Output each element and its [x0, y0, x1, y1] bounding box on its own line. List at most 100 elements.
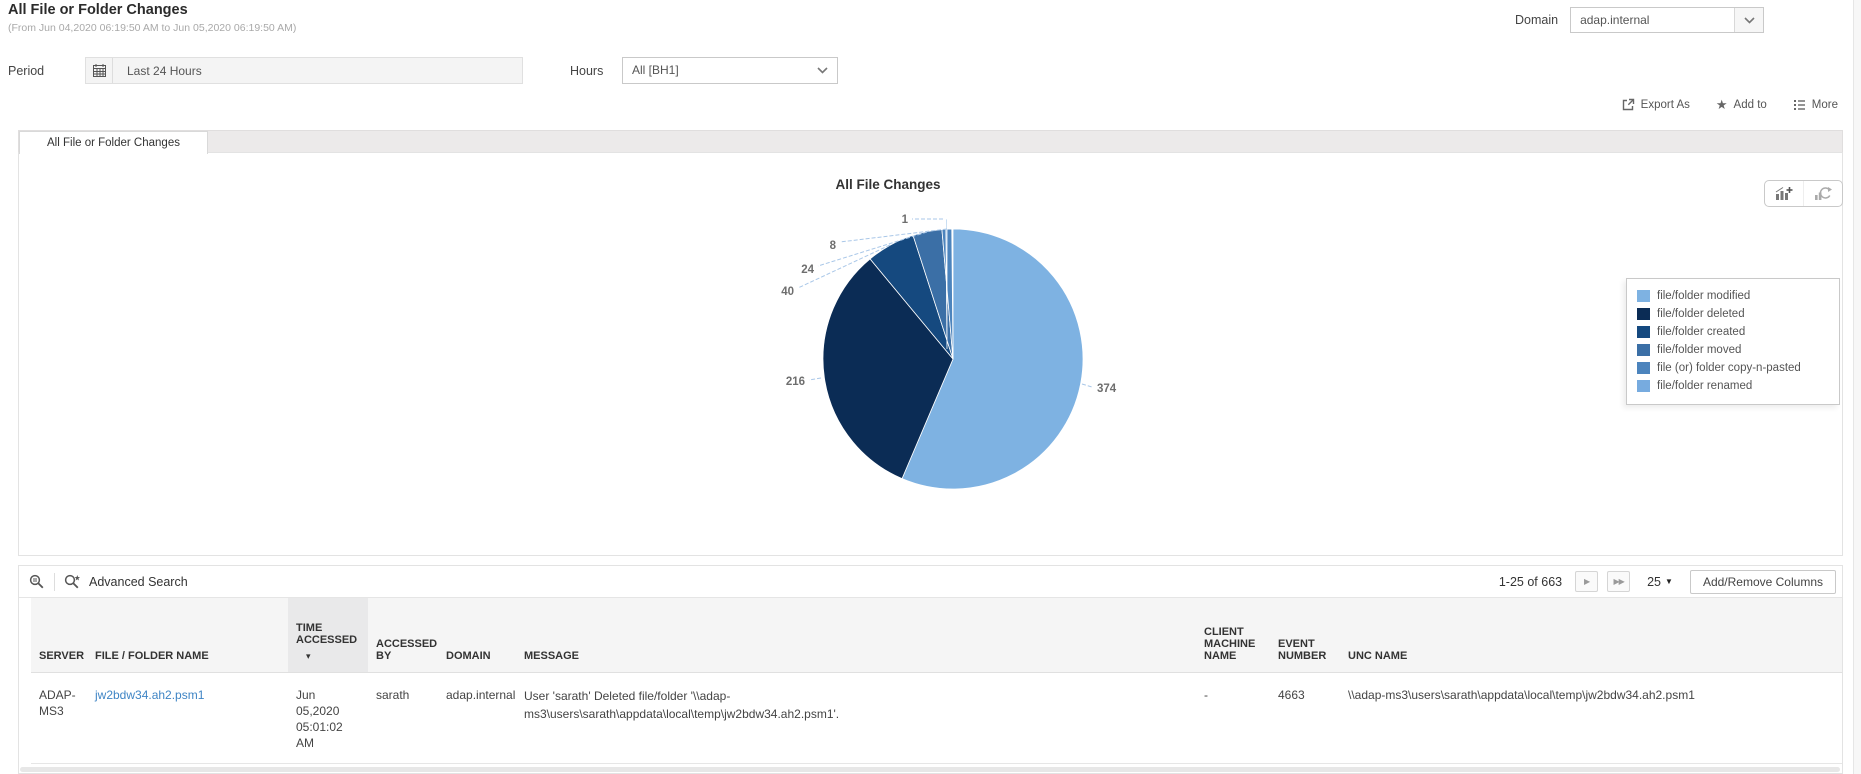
column-header-label: UNC NAME: [1348, 649, 1408, 662]
legend-swatch: [1637, 326, 1650, 338]
legend-swatch: [1637, 362, 1650, 374]
column-header-client-machine-name[interactable]: CLIENT MACHINE NAME: [1196, 598, 1270, 672]
cell-time-accessed: Jun 05,2020 05:01:02 AM: [296, 687, 343, 751]
refresh-chart-button[interactable]: [1803, 181, 1842, 206]
tab-bar: All File or Folder Changes: [18, 130, 1843, 154]
column-header-label: FILE / FOLDER NAME: [95, 649, 209, 662]
column-header-domain[interactable]: DOMAIN: [438, 598, 516, 672]
legend-label: file (or) folder copy-n-pasted: [1657, 362, 1801, 374]
cell-accessed-by: sarath: [376, 687, 410, 702]
message-text: User 'sarath' Deleted file/folder '\\ada…: [524, 688, 840, 722]
legend-label: file/folder renamed: [1657, 380, 1753, 392]
column-header-event-number[interactable]: EVENT NUMBER: [1270, 598, 1340, 672]
export-as-button[interactable]: Export As: [1622, 98, 1690, 111]
advanced-search-label: Advanced Search: [89, 574, 188, 589]
tab-all-file-or-folder-changes[interactable]: All File or Folder Changes: [19, 131, 208, 154]
add-chart-button[interactable]: [1765, 181, 1803, 206]
add-to-button[interactable]: ★ Add to: [1716, 98, 1767, 111]
column-header-label: DOMAIN: [446, 649, 491, 662]
next-page-button[interactable]: ▶: [1575, 571, 1599, 592]
domain-control: Domain adap.internal: [1515, 7, 1765, 33]
legend-label: file/folder modified: [1657, 290, 1751, 302]
hours-select[interactable]: All [BH1]: [622, 57, 838, 84]
sort-desc-icon[interactable]: ▾: [306, 650, 311, 661]
column-header-unc-name[interactable]: UNC NAME: [1340, 598, 1842, 672]
pie-label-line: [808, 377, 822, 381]
column-header-label: ACCESSED BY: [376, 637, 438, 662]
column-header-accessed-by[interactable]: ACCESSED BY: [368, 598, 438, 672]
pie-slice[interactable]: [822, 258, 954, 480]
cell-client-machine-name: -: [1204, 687, 1208, 702]
cell-event-number: 4663: [1278, 687, 1305, 702]
calendar-icon[interactable]: [86, 58, 113, 83]
period-label: Period: [8, 64, 45, 78]
column-header-message[interactable]: MESSAGE: [516, 598, 1196, 672]
chevron-down-icon[interactable]: [808, 58, 837, 83]
more-label: More: [1811, 98, 1838, 111]
pie-label-line: [797, 244, 891, 289]
legend-item[interactable]: file/folder moved: [1637, 342, 1829, 358]
period-value: Last 24 Hours: [127, 64, 202, 78]
legend-label: file/folder deleted: [1657, 308, 1745, 320]
pie-value-label: 1: [902, 214, 909, 226]
next-page-icon: ▶: [1584, 577, 1590, 586]
domain-label: Domain: [1515, 13, 1559, 27]
report-date-range: (From Jun 04,2020 06:19:50 AM to Jun 05,…: [8, 22, 297, 34]
legend-label: file/folder moved: [1657, 344, 1742, 356]
period-picker[interactable]: Last 24 Hours: [85, 57, 523, 84]
search-icon: [29, 574, 44, 588]
pie-chart[interactable]: 374 216 40 24 8 1: [19, 153, 1842, 555]
legend-item[interactable]: file (or) folder copy-n-pasted: [1637, 360, 1829, 376]
legend-item[interactable]: file/folder modified: [1637, 288, 1829, 304]
column-header-time-accessed[interactable]: TIME ACCESSED ▾: [288, 598, 368, 672]
pagination-range: 1-25 of 663: [1498, 574, 1563, 589]
pie-slice[interactable]: [945, 218, 948, 350]
horizontal-scrollbar[interactable]: [20, 767, 1840, 772]
more-button[interactable]: More: [1793, 99, 1838, 111]
legend-swatch: [1637, 344, 1650, 356]
page-size-select[interactable]: 25 ▼: [1647, 575, 1673, 589]
last-page-icon: ▶▶: [1613, 577, 1624, 586]
export-icon: [1622, 98, 1634, 111]
legend-swatch: [1637, 290, 1650, 302]
column-header-label: EVENT NUMBER: [1278, 637, 1327, 662]
chart-legend: file/folder modified file/folder deleted f…: [1626, 278, 1840, 405]
vertical-scrollbar[interactable]: [1853, 0, 1861, 774]
page-title: All File or Folder Changes: [8, 2, 188, 18]
legend-swatch: [1637, 308, 1650, 320]
star-icon: ★: [1715, 97, 1728, 112]
events-table-panel: Advanced Search 1-25 of 663 ▶ ▶▶ 25 ▼ Ad…: [18, 565, 1843, 774]
events-table: SERVER FILE / FOLDER NAME TIME ACCESSED ▾ AC…: [31, 598, 1842, 764]
chart-type-buttons: [1764, 180, 1843, 207]
advanced-search-button[interactable]: Advanced Search: [64, 574, 188, 590]
cell-file-name: jw2bdw34.ah2.psm1: [87, 672, 288, 764]
hours-value: All [BH1]: [632, 63, 679, 77]
table-toolbar: Advanced Search 1-25 of 663 ▶ ▶▶ 25 ▼ Ad…: [19, 566, 1842, 598]
legend-item[interactable]: file/folder renamed: [1637, 378, 1829, 394]
pie-value-label: 216: [786, 376, 805, 388]
pie-slice[interactable]: [901, 228, 1084, 490]
pie-value-label: 374: [1097, 383, 1117, 395]
legend-item[interactable]: file/folder created: [1637, 324, 1829, 340]
more-icon: [1793, 99, 1805, 110]
report-actions: Export As ★ Add to More: [1622, 98, 1838, 111]
column-header-file-folder-name[interactable]: FILE / FOLDER NAME: [87, 598, 288, 672]
column-header-server[interactable]: SERVER: [31, 598, 87, 672]
legend-item[interactable]: file/folder deleted: [1637, 306, 1829, 322]
column-header-label: MESSAGE: [524, 649, 580, 662]
caret-down-icon: ▼: [1665, 577, 1673, 586]
file-name-link[interactable]: jw2bdw34.ah2.psm1: [95, 687, 205, 702]
column-search-button[interactable]: [29, 574, 45, 590]
pie-value-label: 40: [781, 286, 794, 298]
domain-select[interactable]: adap.internal: [1570, 7, 1765, 33]
chart-title: All File Changes: [835, 177, 941, 192]
legend-label: file/folder created: [1657, 326, 1746, 338]
table-header-row: SERVER FILE / FOLDER NAME TIME ACCESSED ▾ AC…: [31, 598, 1842, 672]
add-to-label: Add to: [1733, 98, 1767, 111]
pie-label-line: [1081, 383, 1093, 388]
column-header-label: CLIENT MACHINE NAME: [1204, 625, 1256, 662]
pie-label-line: [817, 231, 928, 267]
add-remove-columns-button[interactable]: Add/Remove Columns: [1689, 569, 1836, 594]
chevron-down-icon[interactable]: [1734, 8, 1764, 32]
last-page-button[interactable]: ▶▶: [1607, 571, 1631, 592]
